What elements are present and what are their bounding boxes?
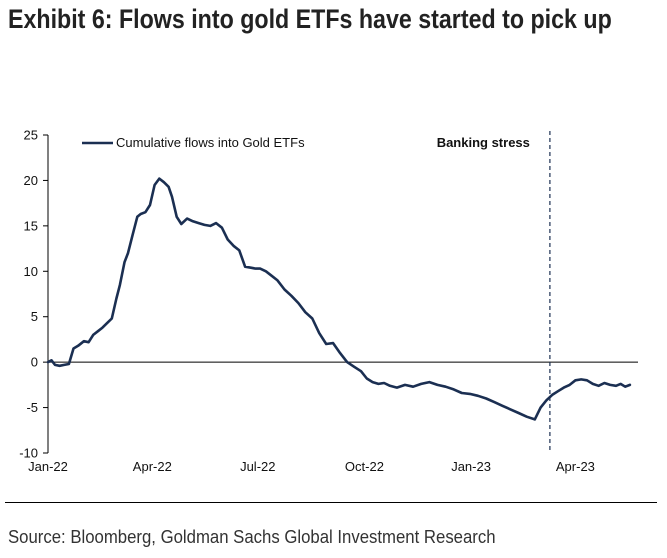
x-tick-label: Oct-22 bbox=[345, 459, 384, 474]
annotations: Banking stress bbox=[437, 131, 551, 453]
y-tick-label: 0 bbox=[31, 355, 38, 370]
y-tick-label: 15 bbox=[24, 218, 38, 233]
axes: -10 -5 0 5 10 15 20 25 Jan-22 Apr-22 Jul-22 Oct-22 J… bbox=[19, 128, 638, 474]
y-tick-label: 20 bbox=[24, 173, 38, 188]
legend-label: Cumulative flows into Gold ETFs bbox=[116, 135, 305, 150]
y-tick-label: 10 bbox=[24, 264, 38, 279]
series-line-cumulative-flows bbox=[46, 177, 632, 421]
x-tick-label: Jul-22 bbox=[240, 459, 275, 474]
source-note: Source: Bloomberg, Goldman Sachs Global … bbox=[8, 527, 496, 547]
y-tick-label: 5 bbox=[31, 309, 38, 324]
y-tick-label: 25 bbox=[24, 128, 38, 143]
x-tick-label: Apr-23 bbox=[556, 459, 595, 474]
series-layer bbox=[46, 177, 632, 421]
source-divider bbox=[5, 502, 657, 503]
x-tick-label: Jan-22 bbox=[28, 459, 68, 474]
y-tick-label: -5 bbox=[26, 400, 38, 415]
page-title: Exhibit 6: Flows into gold ETFs have sta… bbox=[8, 4, 612, 34]
y-tick-label: -10 bbox=[19, 446, 38, 461]
x-tick-label: Apr-22 bbox=[133, 459, 172, 474]
banking-stress-label: Banking stress bbox=[437, 135, 530, 150]
x-tick-label: Jan-23 bbox=[451, 459, 491, 474]
legend: Cumulative flows into Gold ETFs bbox=[82, 135, 305, 150]
